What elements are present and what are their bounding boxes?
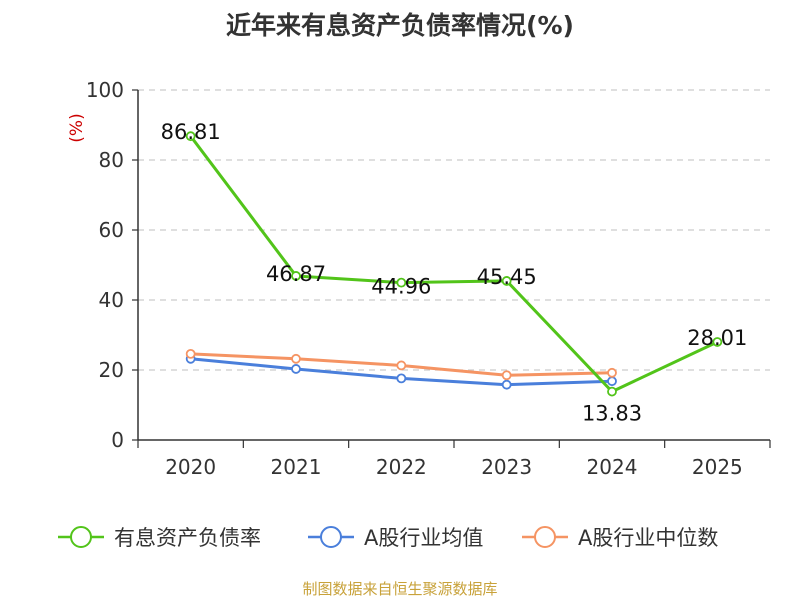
y-tick-label: 0 [111, 428, 124, 452]
legend-marker [534, 526, 556, 548]
data-point [607, 367, 617, 378]
data-labels: 86.81 46.87 44.96 45.45 13.83 28.01 [161, 120, 748, 425]
x-tick-label: 2025 [692, 455, 743, 479]
data-point [396, 277, 407, 288]
series-line-0 [189, 135, 718, 394]
data-point [396, 360, 407, 371]
y-axis-label: (%) [67, 113, 87, 142]
y-tick-label: 80 [99, 148, 124, 172]
data-point [607, 376, 617, 387]
data-label: 45.45 [477, 265, 537, 289]
data-point [396, 373, 407, 384]
series-layer [185, 131, 723, 397]
data-point [291, 271, 301, 281]
y-tick-label: 20 [99, 358, 124, 382]
x-tick-label: 2024 [587, 455, 638, 479]
legend-item: A股行业中位数 [522, 526, 718, 550]
data-label: 28.01 [687, 326, 747, 350]
data-point [185, 348, 196, 359]
x-tick-label: 2023 [481, 455, 532, 479]
data-point [185, 131, 196, 142]
legend-item: 有息资产负债率 [58, 526, 261, 550]
y-tick-label: 40 [99, 288, 124, 312]
legend-marker [320, 526, 342, 548]
data-label: 46.87 [266, 262, 326, 286]
data-label: 13.83 [582, 402, 642, 426]
x-tick-label: 2020 [165, 455, 216, 479]
data-point [291, 364, 301, 374]
x-tick-label: 2022 [376, 455, 427, 479]
axes: 0 20 40 60 80 100 (%) 2020 2021 2022 2023 2024 2025 [67, 78, 771, 479]
legend-label: 有息资产负债率 [114, 526, 261, 550]
data-point [501, 379, 512, 390]
data-point [291, 353, 301, 364]
grid-lines [138, 89, 770, 371]
legend-marker [70, 526, 92, 548]
legend-label: A股行业均值 [364, 526, 483, 550]
data-label: 86.81 [161, 120, 221, 144]
data-point [501, 370, 512, 381]
chart-title: 近年来有息资产负债率情况(%) [226, 11, 574, 40]
x-tick-label: 2021 [271, 455, 322, 479]
legend-label: A股行业中位数 [578, 526, 718, 550]
legend-item: A股行业均值 [308, 526, 483, 550]
legend: 有息资产负债率 A股行业均值 A股行业中位数 [58, 526, 718, 550]
data-point [501, 276, 512, 286]
y-tick-label: 60 [99, 218, 124, 242]
source-note: 制图数据来自恒生聚源数据库 [302, 580, 498, 598]
data-label: 44.96 [371, 275, 431, 299]
data-point [712, 337, 723, 347]
data-point [607, 386, 617, 397]
y-tick-label: 100 [86, 78, 124, 102]
